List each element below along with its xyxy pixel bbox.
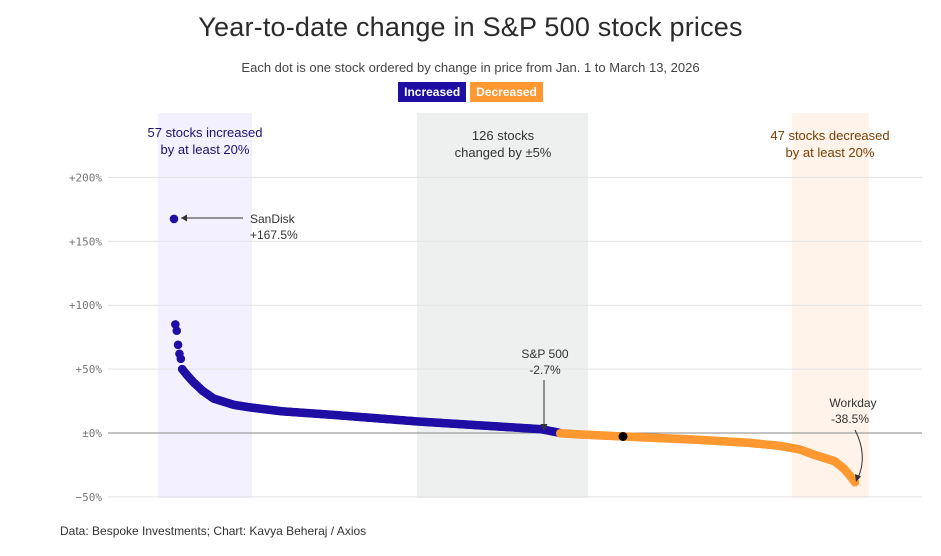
y-tick-label: +100% — [69, 299, 102, 312]
sp500-arrowhead — [540, 424, 548, 431]
y-tick-label: −50% — [76, 491, 103, 504]
sandisk-arrowhead — [181, 214, 187, 222]
stock-dot — [171, 320, 180, 329]
legend-decreased: Decreased — [470, 82, 543, 102]
stock-dot — [169, 214, 179, 224]
chart-title: Year-to-date change in S&P 500 stock pri… — [198, 12, 743, 42]
legend: Increased Decreased — [0, 82, 941, 102]
workday-arrow — [854, 429, 863, 479]
y-tick-label: ±0% — [82, 427, 102, 440]
band-label-line1: 126 stocks — [472, 128, 535, 143]
y-tick-label: +50% — [76, 363, 103, 376]
stock-dot — [173, 340, 183, 350]
stock-dot — [172, 326, 182, 336]
sp500-label: S&P 500 — [521, 347, 568, 361]
source-note: Data: Bespoke Investments; Chart: Kavya … — [60, 524, 367, 538]
sp500-dot — [618, 431, 628, 441]
workday-arrowhead — [855, 474, 861, 482]
workday-value: -38.5% — [831, 412, 869, 426]
band-label-line2: changed by ±5% — [455, 145, 552, 160]
band-label-line2: by at least 20% — [161, 142, 250, 157]
workday-label: Workday — [829, 396, 876, 410]
band-label-line1: 47 stocks decreased — [770, 128, 889, 143]
band-label-line1: 57 stocks increased — [148, 125, 263, 140]
band-label-line2: by at least 20% — [786, 145, 875, 160]
y-tick-label: +150% — [69, 235, 102, 248]
sp500-value: -2.7% — [529, 363, 561, 377]
stock-dot — [176, 354, 186, 364]
chart-subtitle: Each dot is one stock ordered by change … — [241, 60, 700, 75]
sandisk-label: SanDisk — [250, 212, 296, 226]
chart-plot: +200% +150% +100% +50% ±0% −50% 57 stocks inc… — [69, 113, 922, 504]
legend-increased: Increased — [398, 82, 467, 102]
sandisk-value: +167.5% — [250, 228, 298, 242]
y-tick-label: +200% — [69, 171, 102, 184]
